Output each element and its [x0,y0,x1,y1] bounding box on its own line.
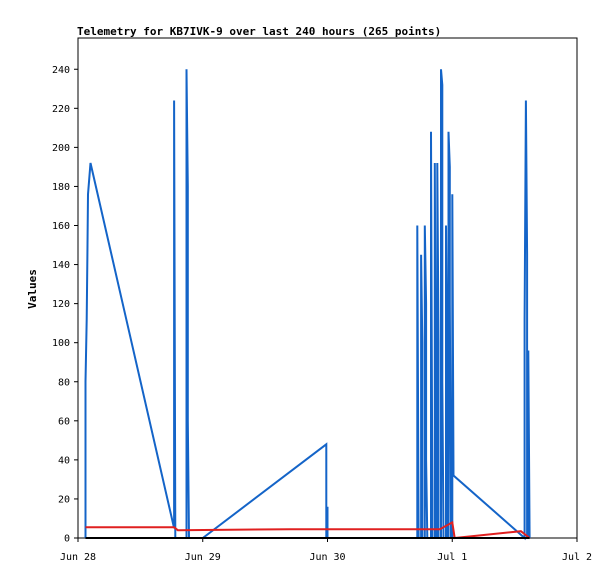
series-line-1 [84,69,531,541]
x-tick-label: Jul 2 [562,552,592,563]
y-tick-label: 0 [64,534,70,545]
y-tick-label: 240 [52,65,70,76]
series-line-2 [85,520,531,540]
y-tick-label: 180 [52,182,70,193]
y-tick-label: 120 [52,299,70,310]
y-axis: 0 20 40 60 80 100 120 140 160 180 200 220 240 [52,65,78,545]
y-tick-label: 160 [52,221,70,232]
y-tick-label: 40 [58,455,70,466]
y-axis-label: Values [26,269,39,309]
y-tick-label: 20 [58,494,70,505]
x-tick-label: Jun 30 [309,552,345,563]
y-tick-label: 200 [52,143,70,154]
x-tick-label: Jul 1 [437,552,467,563]
chart-title: Telemetry for KB7IVK-9 over last 240 hou… [77,25,441,38]
plot-area [77,37,578,539]
x-tick-label: Jun 28 [60,552,96,563]
series-layer [84,69,531,541]
x-tick-label: Jun 29 [185,552,221,563]
y-tick-label: 60 [58,416,70,427]
y-tick-label: 220 [52,104,70,115]
y-tick-label: 80 [58,377,70,388]
y-tick-label: 100 [52,338,70,349]
y-tick-label: 140 [52,260,70,271]
x-axis: Jun 28 Jun 29 Jun 30 Jul 1 Jul 2 [60,538,592,563]
